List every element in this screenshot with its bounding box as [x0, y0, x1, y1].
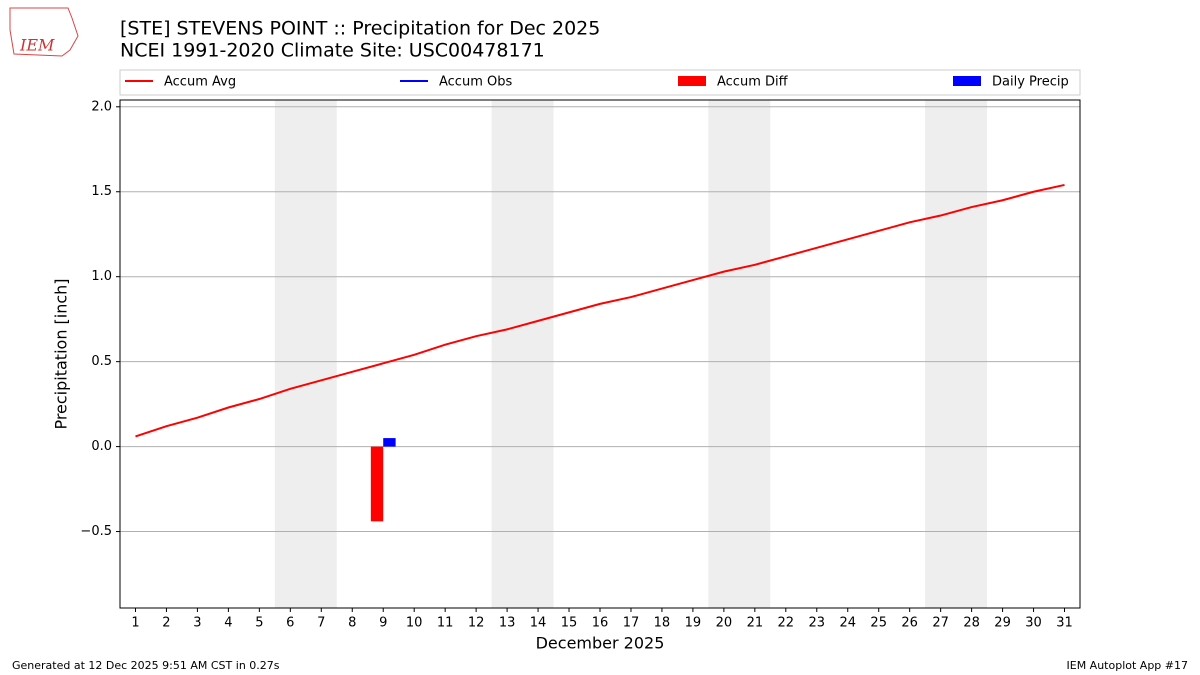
y-axis-label: Precipitation [inch]	[52, 278, 71, 429]
x-tick-label: 10	[406, 616, 423, 631]
legend-label: Accum Avg	[164, 75, 236, 90]
weekend-shade	[708, 100, 771, 608]
x-tick-label: 7	[317, 616, 325, 631]
legend-label: Daily Precip	[992, 75, 1069, 90]
x-tick-label: 4	[224, 616, 232, 631]
chart-subtitle: NCEI 1991-2020 Climate Site: USC00478171	[120, 40, 545, 62]
y-tick-label: −0.5	[80, 524, 112, 539]
legend-label: Accum Diff	[717, 75, 789, 90]
line	[135, 183, 1065, 438]
y-tick-label: 1.5	[91, 184, 112, 199]
weekend-shade	[491, 100, 554, 608]
x-tick-label: 30	[1025, 616, 1042, 631]
logo: IEM	[9, 7, 79, 57]
x-tick-label: 6	[286, 616, 294, 631]
x-tick-label: 24	[839, 616, 856, 631]
x-tick-label: 19	[685, 616, 702, 631]
footer-left: Generated at 12 Dec 2025 9:51 AM CST in …	[12, 659, 280, 672]
x-tick-label: 31	[1056, 616, 1073, 631]
x-tick-label: 1	[131, 616, 139, 631]
x-tick-label: 3	[193, 616, 201, 631]
x-tick-label: 21	[747, 616, 764, 631]
x-tick-label: 17	[623, 616, 640, 631]
x-tick-label: 11	[437, 616, 454, 631]
x-tick-label: 2	[162, 616, 170, 631]
x-tick-label: 23	[809, 616, 826, 631]
y-tick-label: 0.0	[91, 439, 112, 454]
x-tick-label: 25	[870, 616, 887, 631]
x-tick-label: 26	[901, 616, 918, 631]
weekend-shade	[274, 100, 337, 608]
legend-label: Accum Obs	[439, 75, 512, 90]
plot-area	[120, 100, 1080, 608]
x-axis-label: December 2025	[536, 634, 665, 653]
y-tick-label: 2.0	[91, 99, 112, 114]
x-tick-label: 27	[932, 616, 949, 631]
x-tick-label: 15	[561, 616, 578, 631]
plot-frame	[119, 99, 1081, 609]
x-tick-label: 13	[499, 616, 516, 631]
x-tick-label: 14	[530, 616, 547, 631]
x-tick-label: 28	[963, 616, 980, 631]
chart-title: [STE] STEVENS POINT :: Precipitation for…	[120, 18, 600, 40]
x-tick-label: 8	[348, 616, 356, 631]
x-tick-label: 22	[778, 616, 795, 631]
legend-swatch	[953, 76, 981, 86]
legend-box	[119, 69, 1081, 96]
footer-right: IEM Autoplot App #17	[1067, 659, 1189, 672]
legend-swatch	[678, 76, 706, 86]
x-tick-label: 18	[654, 616, 671, 631]
weekend-shade	[925, 100, 988, 608]
logo-text: IEM	[19, 36, 55, 55]
x-tick-label: 16	[592, 616, 609, 631]
x-tick-label: 29	[994, 616, 1011, 631]
bar	[383, 438, 396, 447]
x-tick-label: 12	[468, 616, 485, 631]
x-tick-label: 20	[716, 616, 733, 631]
y-tick-label: 1.0	[91, 269, 112, 284]
y-tick-label: 0.5	[91, 354, 112, 369]
bar	[370, 446, 384, 522]
x-tick-label: 5	[255, 616, 263, 631]
x-tick-label: 9	[379, 616, 387, 631]
